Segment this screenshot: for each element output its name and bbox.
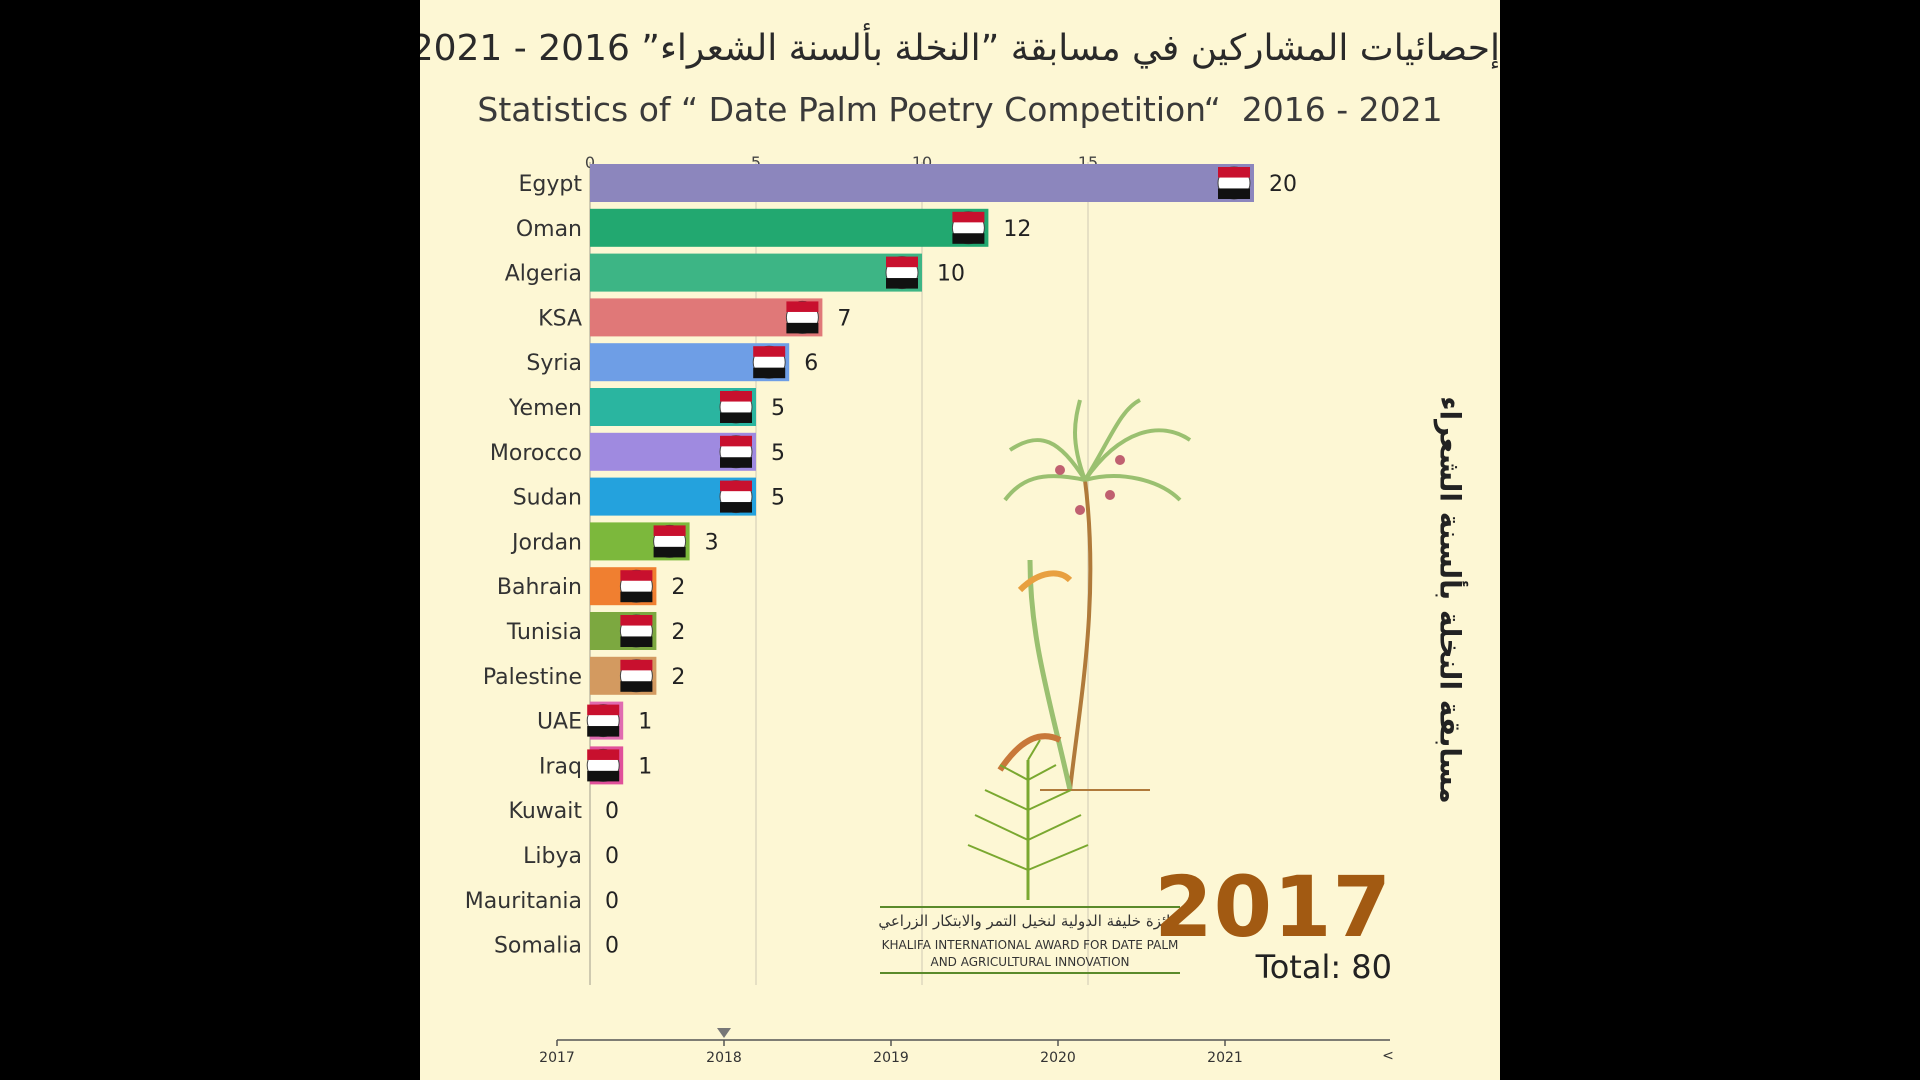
value-label: 0	[605, 844, 619, 869]
value-label: 5	[771, 441, 785, 466]
value-label: 0	[605, 889, 619, 914]
category-label: KSA	[538, 306, 582, 331]
value-label: 1	[638, 754, 652, 779]
category-label: Algeria	[505, 262, 582, 287]
category-label: Iraq	[539, 754, 582, 779]
uae-flag-icon	[586, 704, 620, 738]
khalifa-logo-frond	[967, 739, 1089, 900]
category-label: Tunisia	[506, 620, 582, 645]
x-tick-label: 0	[585, 153, 595, 172]
timeline-year-label[interactable]: 2017	[539, 1050, 575, 1066]
value-label: 7	[837, 306, 851, 331]
bar	[590, 164, 1254, 202]
total-label: Total: 80	[1255, 948, 1392, 986]
khalifa-name-english-line1: KHALIFA INTERNATIONAL AWARD FOR DATE PAL…	[881, 938, 1179, 952]
oman-flag-icon	[951, 211, 985, 245]
side-text-arabic: مسابقة النخلة بألسنة الشعراء	[1420, 396, 1480, 804]
category-label: Syria	[526, 351, 582, 376]
category-label: Morocco	[490, 441, 582, 466]
value-label: 10	[937, 262, 965, 287]
timeline[interactable]: 2017 2018 2019 2020 2021 <	[539, 1028, 1394, 1066]
value-label: 0	[605, 934, 619, 959]
bar	[590, 298, 823, 337]
current-year-label: 2017	[1154, 858, 1392, 956]
value-label: 1	[638, 710, 652, 735]
timeline-marker[interactable]	[717, 1028, 731, 1038]
value-label: 2	[671, 620, 685, 645]
khalifa-name-english-line2: AND AGRICULTURAL INNOVATION	[930, 955, 1130, 969]
timeline-year-label[interactable]: 2020	[1040, 1050, 1076, 1066]
category-label: Jordan	[510, 530, 582, 555]
side-text-label: مسابقة النخلة بألسنة الشعراء	[1433, 396, 1467, 804]
category-label: Somalia	[494, 934, 582, 959]
jordan-flag-icon	[653, 524, 687, 558]
value-label: 6	[804, 351, 818, 376]
saudi-flag-icon	[785, 300, 819, 334]
category-label: Sudan	[513, 486, 582, 511]
khalifa-divider-top	[880, 906, 1180, 908]
category-label: Oman	[516, 217, 582, 242]
value-label: 2	[671, 665, 685, 690]
palestine-flag-icon	[619, 659, 653, 693]
khalifa-name-arabic: جائزة خليفة الدولية لنخيل التمر والابتكا…	[878, 912, 1180, 930]
timeline-year-label[interactable]: 2019	[873, 1050, 909, 1066]
palm-tree-illustration	[997, 398, 1192, 791]
chart-panel: إحصائيات المشاركين في مسابقة ”النخلة بأل…	[420, 0, 1500, 1080]
value-label: 2	[671, 575, 685, 600]
category-label: Kuwait	[509, 799, 583, 824]
timeline-end-icon[interactable]: <	[1382, 1048, 1394, 1064]
value-label: 5	[771, 396, 785, 421]
value-label: 0	[605, 799, 619, 824]
iraq-flag-icon	[586, 748, 620, 782]
x-tick-label: 5	[751, 153, 761, 172]
category-label: UAE	[537, 710, 582, 735]
value-label: 3	[705, 530, 719, 555]
morocco-flag-icon	[719, 435, 753, 469]
category-label: Libya	[523, 844, 582, 869]
category-label: Egypt	[519, 172, 583, 197]
timeline-year-label[interactable]: 2021	[1207, 1050, 1243, 1066]
value-label: 20	[1269, 172, 1297, 197]
title-arabic: إحصائيات المشاركين في مسابقة ”النخلة بأل…	[420, 28, 1500, 69]
algeria-flag-icon	[885, 256, 919, 290]
title-english: Statistics of “ Date Palm Poetry Competi…	[477, 90, 1443, 129]
value-label: 5	[771, 486, 785, 511]
value-label: 12	[1003, 217, 1031, 242]
bar	[590, 253, 922, 292]
category-label: Palestine	[483, 665, 582, 690]
sudan-flag-icon	[719, 480, 753, 514]
category-label: Mauritania	[465, 889, 582, 914]
category-label: Bahrain	[497, 575, 582, 600]
tunisia-flag-icon	[619, 614, 653, 648]
timeline-year-label[interactable]: 2018	[706, 1050, 742, 1066]
egypt-flag-icon	[1217, 166, 1251, 200]
bar	[590, 208, 989, 247]
category-label: Yemen	[508, 396, 582, 421]
yemen-flag-icon	[719, 390, 753, 424]
khalifa-divider-bottom	[880, 972, 1180, 974]
syria-flag-icon	[752, 345, 786, 379]
bahrain-flag-icon	[619, 569, 653, 603]
